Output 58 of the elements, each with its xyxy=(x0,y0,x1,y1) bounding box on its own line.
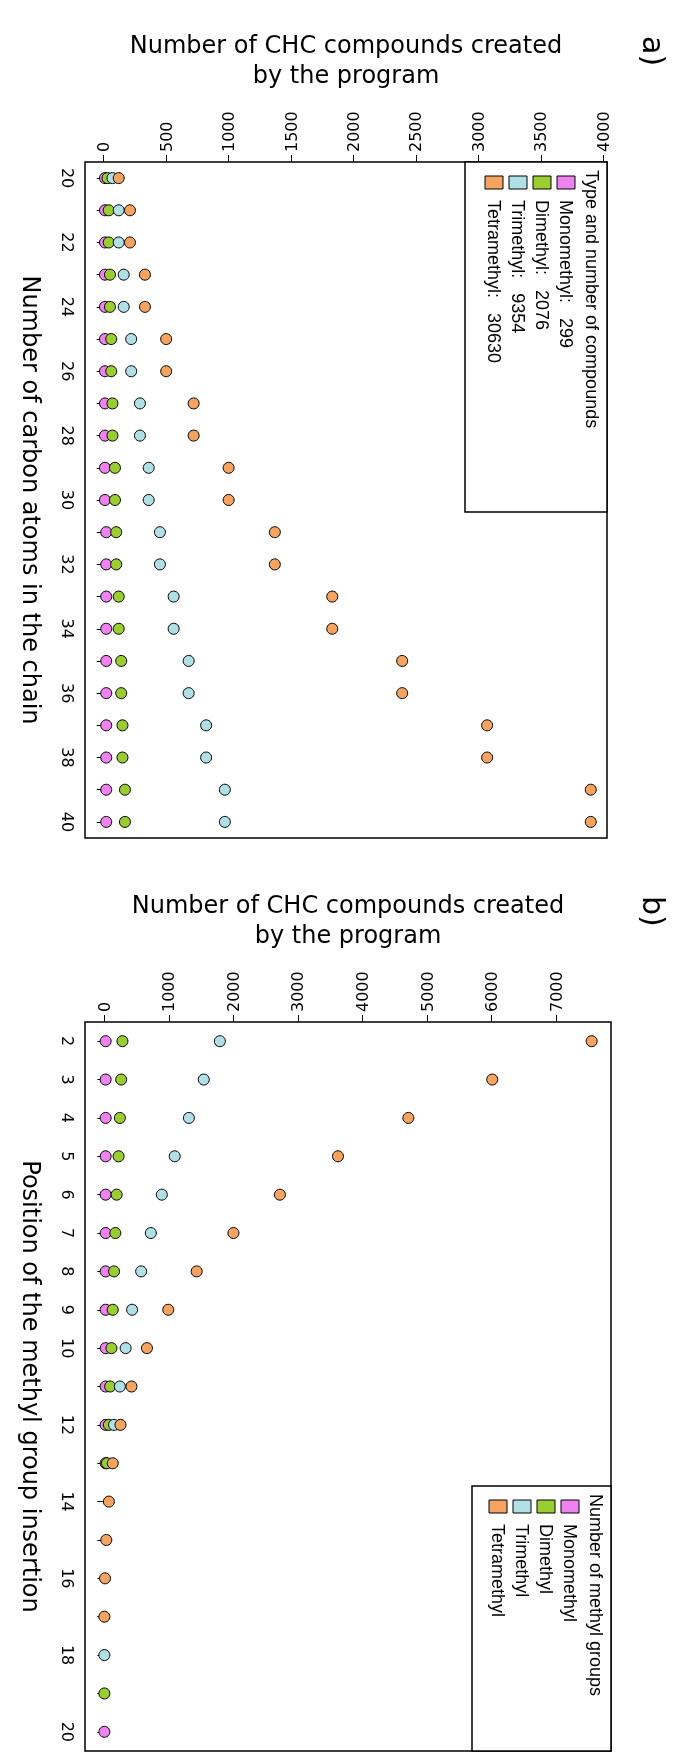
text: a) xyxy=(635,36,671,67)
x-tick-label: 2000 xyxy=(343,111,363,152)
legend-label: Dimethyl: 2076 xyxy=(532,200,552,331)
x-axis-title: Number of CHC compounds created by the program xyxy=(129,31,563,89)
legend-label: Monomethyl: 299 xyxy=(556,200,576,349)
y-tick-label: 7 xyxy=(57,1227,77,1239)
y-tick-label: 9 xyxy=(57,1304,77,1315)
x-tick-label: 5000 xyxy=(417,971,437,1012)
y-tick-label: 14 xyxy=(57,1491,77,1512)
x-tick-label: 0 xyxy=(94,1001,114,1012)
y-tick-label: 12 xyxy=(57,1414,77,1436)
legend-label: Monomethyl xyxy=(560,1524,580,1623)
legend-label: Trimethyl xyxy=(512,1524,532,1598)
x-tick-label: 4000 xyxy=(593,111,613,152)
y-tick-label: 8 xyxy=(57,1266,77,1277)
x-axis-title: Number of CHC compounds created by the program xyxy=(131,891,565,949)
y-tick-label: 36 xyxy=(57,682,77,704)
x-tick-label: 4000 xyxy=(353,971,373,1012)
y-tick-label: 40 xyxy=(57,811,77,833)
y-tick-label: 20 xyxy=(57,1721,77,1742)
x-tick-label: 1500 xyxy=(281,111,301,152)
y-tick-label: 30 xyxy=(57,489,77,511)
x-tick-label: 1000 xyxy=(159,971,179,1012)
x-tick-label: 1000 xyxy=(219,111,239,152)
y-tick-label: 24 xyxy=(57,296,77,318)
y-tick-label: 32 xyxy=(57,554,77,575)
x-tick-label: 2000 xyxy=(223,971,243,1012)
y-tick-label: 4 xyxy=(57,1112,77,1124)
y-tick-label: 20 xyxy=(57,167,77,189)
y-tick-label: 34 xyxy=(57,618,77,639)
x-tick-label: 2500 xyxy=(406,111,426,152)
x-tick-label: 6000 xyxy=(482,971,502,1012)
y-tick-label: 18 xyxy=(57,1644,77,1666)
y-tick-label: 16 xyxy=(57,1568,77,1589)
x-tick-label: 3500 xyxy=(531,111,551,152)
x-tick-label: 3000 xyxy=(468,111,488,152)
y-tick-label: 3 xyxy=(57,1074,77,1085)
legend-label: Trimethyl: 9354 xyxy=(508,200,528,334)
y-axis-title: Number of carbon atoms in the chain xyxy=(17,275,45,725)
legend-label: Tetramethyl xyxy=(488,1524,508,1618)
legend-title: Type and number of compounds xyxy=(582,170,602,429)
y-tick-label: 38 xyxy=(57,747,77,768)
x-tick-label: 500 xyxy=(156,121,176,152)
legend-label: Dimethyl xyxy=(536,1524,556,1595)
y-tick-label: 2 xyxy=(57,1036,77,1047)
y-axis-title: Position of the methyl group insertion xyxy=(17,1160,45,1613)
y-tick-label: 6 xyxy=(57,1189,77,1200)
y-tick-label: 5 xyxy=(57,1151,77,1162)
x-tick-label: 0 xyxy=(94,141,114,152)
text: b) xyxy=(635,896,671,927)
x-tick-label: 7000 xyxy=(546,971,566,1012)
y-tick-label: 22 xyxy=(57,232,77,253)
legend-title: Number of methyl groups xyxy=(586,1494,606,1697)
y-tick-label: 10 xyxy=(57,1337,77,1359)
y-tick-label: 28 xyxy=(57,425,77,446)
legend-label: Tetramethyl: 30630 xyxy=(484,200,504,364)
x-tick-label: 3000 xyxy=(288,971,308,1012)
y-tick-label: 26 xyxy=(57,361,77,382)
